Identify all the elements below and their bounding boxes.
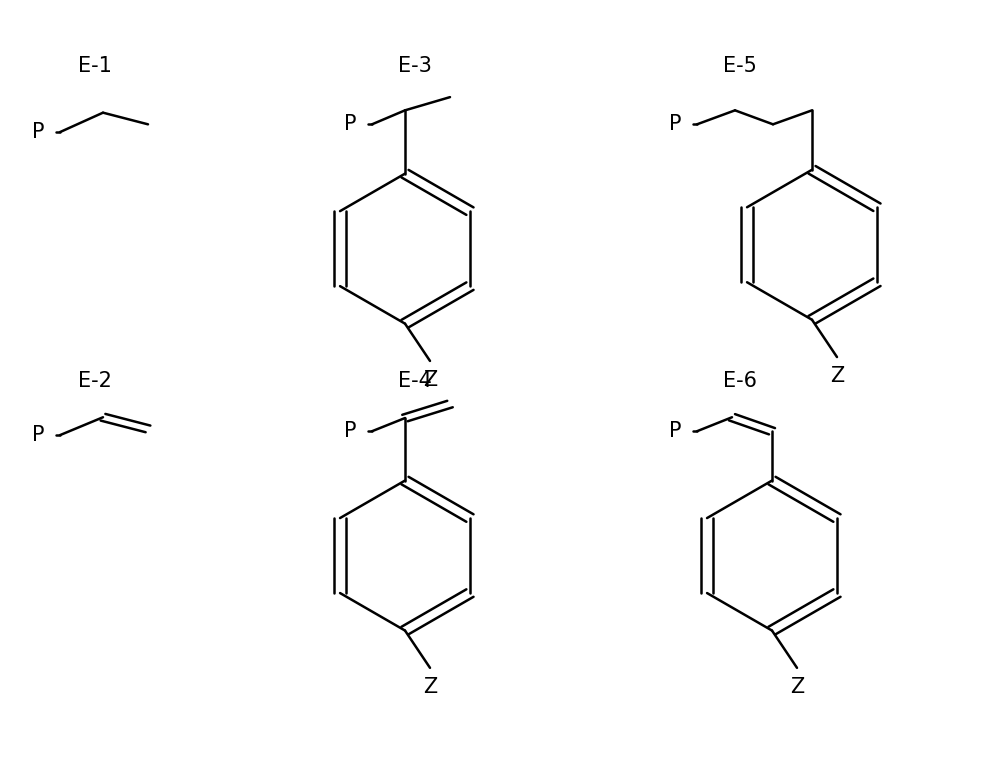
- Text: Z: Z: [423, 371, 437, 390]
- Text: P: P: [32, 425, 44, 445]
- Text: Z: Z: [423, 678, 437, 697]
- Text: E-5: E-5: [723, 56, 757, 76]
- Text: E-2: E-2: [78, 371, 112, 391]
- Text: P: P: [344, 421, 356, 441]
- Text: E-4: E-4: [398, 371, 432, 391]
- Text: Z: Z: [830, 367, 844, 386]
- Text: E-6: E-6: [723, 371, 757, 391]
- Text: P: P: [32, 122, 44, 142]
- Text: P: P: [344, 114, 356, 134]
- Text: P: P: [669, 421, 681, 441]
- Text: E-3: E-3: [398, 56, 432, 76]
- Text: E-1: E-1: [78, 56, 112, 76]
- Text: P: P: [669, 114, 681, 134]
- Text: Z: Z: [790, 678, 804, 697]
